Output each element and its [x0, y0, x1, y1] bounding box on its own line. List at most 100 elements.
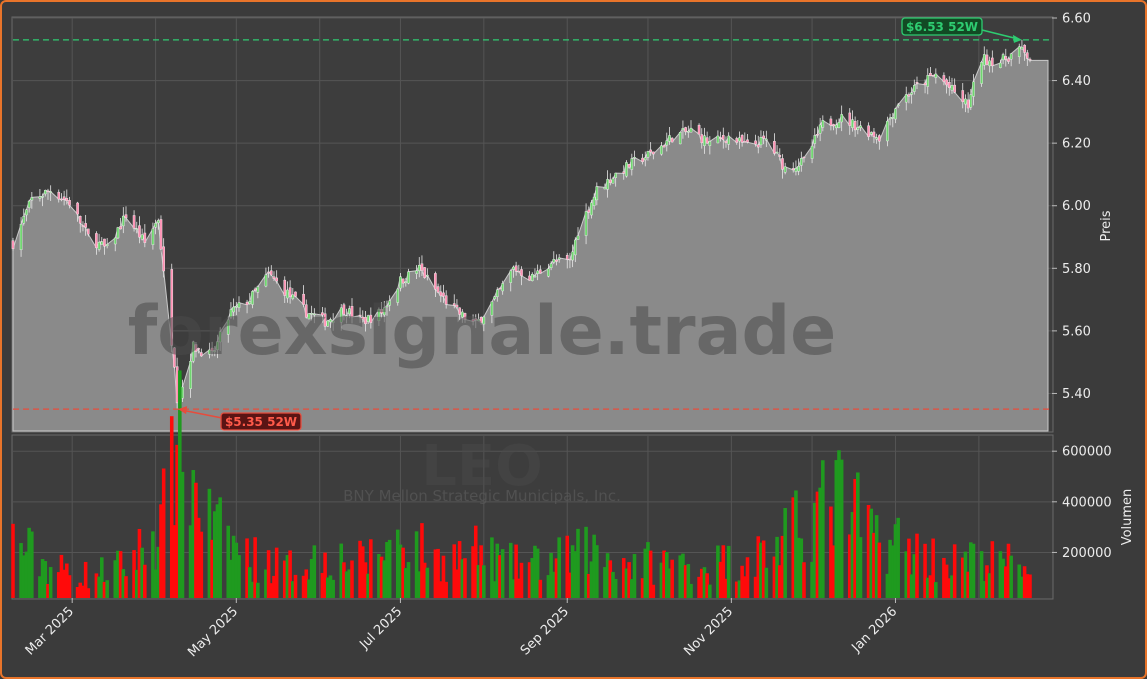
volume-bar — [818, 487, 822, 598]
candle-body — [727, 135, 730, 145]
volume-bar — [985, 565, 989, 598]
candle-body — [530, 273, 534, 282]
volume-bar — [379, 556, 384, 598]
volume-bar — [761, 540, 766, 598]
candle-body — [756, 144, 760, 148]
candle-body — [331, 320, 335, 323]
candle-body — [533, 275, 537, 278]
volume-tick-label: 200000 — [1062, 546, 1112, 561]
candle-body — [143, 232, 147, 243]
volume-bar — [737, 580, 742, 598]
volume-tick-label: 400000 — [1062, 495, 1112, 510]
candle-body — [627, 164, 631, 168]
candle-body — [813, 135, 817, 144]
candle-body — [426, 274, 429, 277]
candle-body — [509, 270, 513, 283]
volume-bar — [180, 471, 185, 598]
candle-body — [382, 307, 386, 316]
volume-bar — [11, 523, 15, 598]
candle-body — [49, 191, 52, 193]
candle-body — [313, 313, 316, 316]
volume-bar — [94, 573, 99, 598]
low-52w-box — [220, 412, 302, 431]
price-axis-label: Preis — [1099, 210, 1114, 241]
volume-bar — [256, 582, 260, 598]
date-tick-label: Mar 2025 — [23, 604, 77, 658]
volume-bar — [699, 568, 704, 598]
volume-bar — [630, 579, 634, 598]
candle-body — [474, 318, 478, 321]
candle-body — [294, 291, 297, 297]
volume-bar — [24, 551, 29, 598]
candle-body — [342, 304, 346, 315]
volume-bar — [740, 565, 744, 598]
candle-body — [985, 54, 989, 65]
candle-body — [738, 137, 741, 142]
candle-body — [611, 178, 615, 184]
candle-body — [455, 304, 459, 308]
candle-body — [587, 209, 591, 213]
volume-bar — [414, 531, 419, 598]
candle-body — [783, 166, 787, 173]
volume-bar — [207, 488, 212, 598]
candle-body — [665, 140, 669, 146]
candle-body — [878, 135, 881, 142]
candle-body — [555, 259, 558, 262]
candle-body — [668, 135, 671, 142]
volume-bar — [573, 551, 578, 598]
candle-body — [348, 308, 351, 315]
price-tick-label: 5.80 — [1062, 262, 1091, 277]
candle-body — [304, 304, 308, 318]
volume-bar — [885, 573, 890, 598]
candle-body — [716, 135, 720, 144]
candle-body — [251, 291, 254, 305]
volume-bar — [253, 537, 257, 598]
volume-bar — [312, 545, 317, 598]
volume-bar — [282, 560, 287, 598]
volume-bar — [646, 542, 650, 598]
volume-bar — [113, 560, 118, 598]
candle-body — [388, 300, 391, 306]
candle-body — [988, 60, 991, 67]
candle-body — [477, 319, 480, 322]
volume-bar — [358, 540, 362, 598]
volume-bar — [422, 562, 427, 598]
price-tick-label: 6.20 — [1062, 137, 1091, 152]
volume-bar — [753, 576, 758, 598]
candle-body — [57, 191, 61, 200]
volume-bar — [982, 581, 987, 598]
high-52w-arrowhead — [1012, 34, 1022, 43]
candle-body — [1001, 54, 1005, 61]
candle-body — [76, 202, 79, 215]
volume-bar — [942, 557, 946, 598]
volume-bar — [323, 552, 327, 598]
price-tick-label: 5.60 — [1062, 324, 1091, 339]
candle-body — [321, 312, 324, 316]
volume-bar — [969, 542, 973, 598]
volume-bar — [874, 515, 879, 598]
price-tick-label: 6.00 — [1062, 199, 1091, 214]
volume-axis-label: Volumen — [1120, 489, 1135, 546]
company-watermark: BNY Mellon Strategic Municipals, Inc. — [343, 487, 621, 505]
candle-body — [762, 135, 765, 139]
volume-bar — [27, 527, 31, 598]
volume-bar — [568, 572, 572, 598]
candle-body — [377, 309, 381, 321]
volume-bar — [764, 567, 769, 598]
price-tick-label: 6.60 — [1062, 12, 1091, 27]
volume-bar — [697, 576, 701, 598]
candle-body — [735, 138, 739, 143]
volume-bar — [116, 550, 120, 598]
candle-body — [366, 315, 370, 322]
candle-body — [574, 239, 577, 256]
candle-body — [119, 226, 122, 230]
volume-bar — [159, 504, 163, 598]
candle-body — [19, 223, 23, 251]
volume-bar — [866, 504, 871, 598]
volume-bar — [285, 555, 290, 598]
volume-bar — [893, 524, 898, 598]
volume-bar — [799, 538, 804, 598]
candle-body — [891, 117, 895, 119]
volume-bar — [535, 548, 540, 598]
volume-bar — [963, 551, 968, 598]
